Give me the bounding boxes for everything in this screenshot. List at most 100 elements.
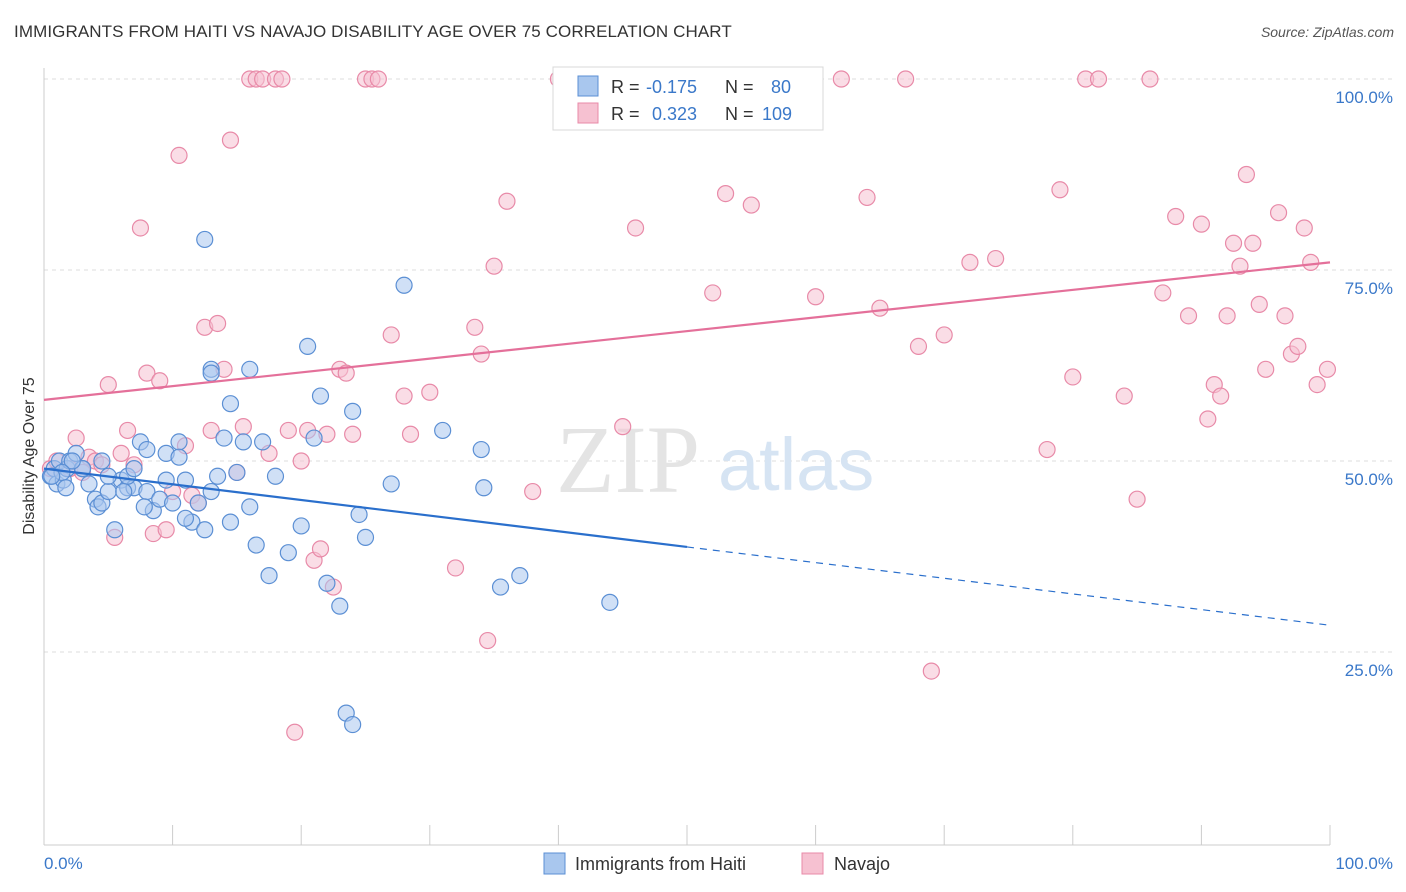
navajo-point (1276, 307, 1294, 325)
legend-r-label-navajo: R = (611, 104, 640, 124)
legend-r-value-navajo: 0.323 (652, 104, 697, 124)
navajo-point (1308, 376, 1326, 394)
haiti-point (221, 395, 240, 413)
navajo-point (401, 425, 420, 443)
haiti-point (344, 402, 362, 420)
navajo-point (292, 452, 310, 470)
x-tick-label-min: 0.0% (44, 854, 83, 873)
x-tick-label-max: 100.0% (1335, 854, 1393, 873)
navajo-point (1154, 284, 1172, 302)
y-tick-label: 75.0% (1345, 279, 1393, 298)
navajo-point (1218, 307, 1236, 325)
haiti-point (80, 475, 98, 493)
navajo-point (131, 219, 150, 237)
y-tick-labels: 25.0% 50.0% 75.0% 100.0% (1335, 88, 1393, 680)
navajo-point (234, 418, 252, 436)
navajo-point (286, 723, 304, 741)
haiti-point (472, 440, 490, 459)
navajo-point (806, 288, 825, 306)
navajo-point (987, 249, 1005, 268)
navajo-point (446, 559, 465, 577)
navajo-point (1199, 410, 1217, 428)
haiti-trend-line-extrapolated (686, 546, 1331, 626)
navajo-point (1179, 307, 1198, 325)
y-tick-label: 25.0% (1345, 661, 1393, 680)
haiti-point (491, 578, 510, 596)
series-label-haiti: Immigrants from Haiti (575, 854, 746, 874)
navajo-point (961, 253, 979, 271)
navajo-point (1064, 368, 1082, 386)
haiti-point (260, 566, 278, 585)
haiti-points (41, 230, 619, 734)
navajo-point (1051, 181, 1069, 199)
navajo-point (1038, 440, 1056, 459)
navajo-point (337, 364, 355, 382)
haiti-point (170, 448, 188, 466)
legend-n-value-haiti: 80 (771, 77, 791, 97)
navajo-point (1128, 490, 1146, 508)
navajo-point (99, 376, 117, 394)
haiti-point (318, 574, 336, 592)
navajo-point (421, 383, 439, 401)
haiti-point (189, 494, 207, 512)
navajo-point (369, 70, 387, 88)
navajo-point (1192, 215, 1211, 233)
series-swatch-navajo (801, 852, 824, 875)
chart-title: IMMIGRANTS FROM HAITI VS NAVAJO DISABILI… (14, 22, 732, 41)
navajo-point (1289, 337, 1307, 355)
haiti-point (164, 494, 182, 512)
haiti-point (279, 544, 297, 562)
navajo-point (897, 70, 915, 88)
navajo-point (479, 631, 497, 650)
legend-n-label-navajo: N = (725, 104, 754, 124)
haiti-point (395, 276, 413, 294)
haiti-point (247, 536, 265, 554)
navajo-point (832, 70, 850, 88)
haiti-point (382, 475, 400, 493)
haiti-point (228, 463, 246, 482)
haiti-point (135, 498, 153, 516)
haiti-point (106, 521, 124, 539)
navajo-point (1295, 219, 1313, 237)
navajo-point (273, 70, 291, 88)
haiti-point (299, 337, 317, 355)
haiti-point (196, 521, 214, 539)
navajo-point (1269, 204, 1288, 222)
navajo-point (221, 131, 240, 149)
navajo-point (112, 444, 130, 462)
haiti-point (511, 566, 529, 585)
navajo-point (1089, 70, 1108, 88)
haiti-point (63, 452, 81, 470)
navajo-point (344, 425, 362, 443)
navajo-trend-line (43, 261, 1331, 401)
series-swatch-haiti (543, 852, 566, 875)
x-ticks (172, 825, 1331, 845)
navajo-point (1224, 234, 1243, 252)
navajo-point (311, 540, 330, 558)
navajo-point (524, 482, 542, 501)
navajo-point (151, 372, 169, 390)
legend-n-label-haiti: N = (725, 77, 754, 97)
haiti-point (601, 593, 619, 611)
haiti-point (311, 387, 330, 405)
navajo-point (279, 421, 297, 440)
navajo-point (209, 314, 227, 333)
haiti-point (234, 433, 252, 451)
haiti-point (266, 467, 285, 485)
navajo-point (1257, 360, 1275, 378)
haiti-point (344, 715, 362, 734)
navajo-point (67, 429, 85, 447)
correlation-legend: R = -0.175 N = 80 R = 0.323 N = 109 (552, 66, 824, 131)
navajo-point (1250, 295, 1268, 313)
navajo-point (466, 318, 484, 336)
legend-swatch-navajo (577, 102, 599, 124)
navajo-point (1302, 253, 1320, 271)
y-tick-label: 50.0% (1345, 470, 1393, 489)
navajo-point (1212, 387, 1230, 405)
navajo-point (395, 387, 413, 405)
navajo-point (498, 192, 516, 210)
haiti-point (241, 498, 259, 516)
navajo-point (118, 421, 137, 440)
haiti-point (350, 505, 368, 524)
